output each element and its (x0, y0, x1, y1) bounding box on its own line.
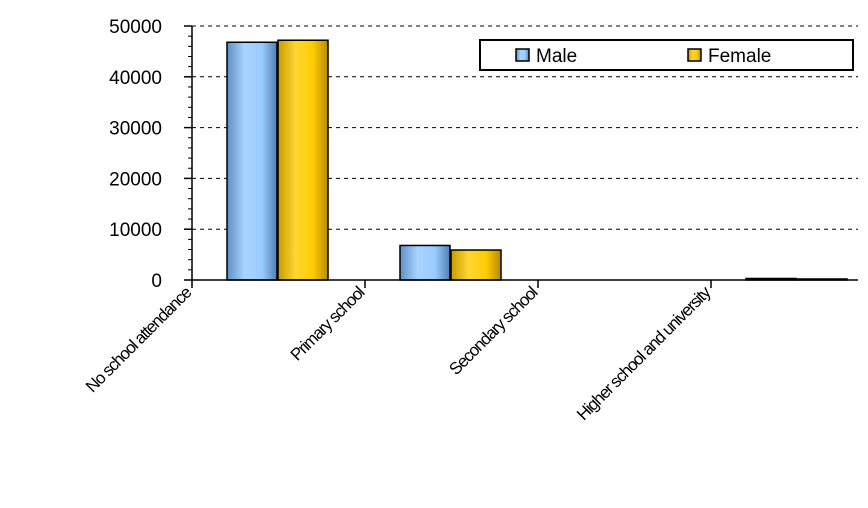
y-tick-label: 10000 (109, 220, 162, 241)
bar-female-1 (277, 39, 329, 281)
gridlines (192, 25, 858, 230)
y-tick-label: 30000 (109, 119, 162, 140)
legend-box (479, 39, 854, 71)
bar-male-1 (226, 41, 278, 281)
y-tick-label: 50000 (109, 17, 162, 38)
legend-swatch-female (687, 48, 702, 62)
legend-label-male: Male (536, 46, 577, 67)
y-tick-label: 0 (151, 271, 162, 292)
x-category-label: Primary school (287, 283, 368, 364)
legend: Male Female (479, 39, 854, 71)
y-tick-label: 20000 (109, 169, 162, 190)
x-category-label: No school attendance (82, 283, 195, 396)
bar-female-2 (450, 249, 502, 281)
y-tick-label: 40000 (109, 68, 162, 89)
x-category-label: Higher school and university (573, 282, 715, 424)
legend-label-female: Female (708, 46, 771, 67)
bar-male-2 (399, 244, 451, 281)
axes: 0 10000 20000 30000 40000 50000 No school atte… (82, 17, 858, 424)
bars (226, 39, 848, 281)
legend-swatch-male (515, 48, 530, 62)
x-category-label: Secondary school (445, 283, 541, 379)
